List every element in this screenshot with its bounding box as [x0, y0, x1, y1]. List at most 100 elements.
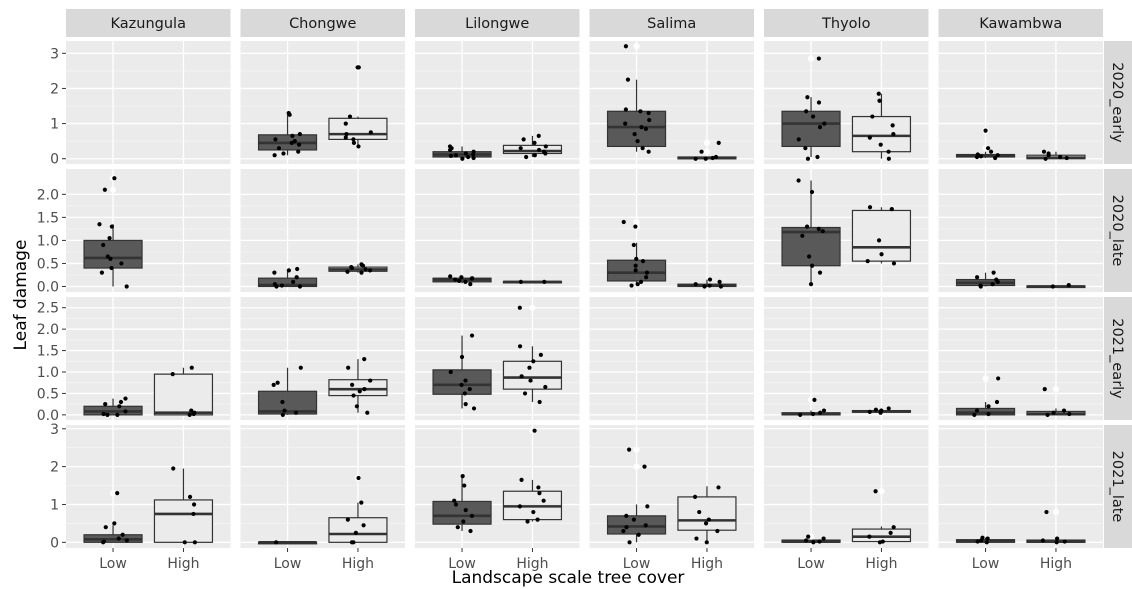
box-lilongwe-2021-late-high — [502, 427, 563, 524]
data-point — [535, 517, 540, 522]
data-point — [707, 283, 712, 288]
box-thyolo-2021-late-high — [851, 488, 912, 545]
outlier-point — [807, 55, 815, 62]
outlier-point — [807, 396, 815, 404]
data-point — [536, 133, 541, 138]
x-tick-label-low: Low — [274, 556, 302, 572]
outlier-point — [633, 463, 640, 470]
data-point — [101, 242, 106, 248]
strip-salima — [589, 9, 754, 37]
data-point — [368, 130, 373, 135]
data-point — [865, 259, 870, 264]
data-point — [817, 539, 822, 544]
data-point — [623, 121, 628, 126]
outlier-point — [633, 43, 640, 50]
data-point — [635, 282, 640, 287]
data-point — [633, 224, 638, 229]
data-point — [527, 365, 532, 370]
box-thyolo-2020-late-low — [781, 178, 841, 287]
data-point — [280, 399, 285, 405]
data-point — [123, 396, 128, 401]
data-point — [870, 114, 875, 119]
data-point — [1055, 536, 1060, 541]
data-point — [1054, 540, 1059, 545]
data-point — [189, 408, 194, 413]
box-iqr — [432, 500, 492, 525]
data-point — [624, 525, 629, 530]
panel-chongwe-2020-late — [240, 169, 405, 292]
data-point — [643, 126, 648, 131]
data-point — [873, 407, 879, 412]
data-point — [521, 137, 526, 142]
data-point — [647, 117, 652, 123]
data-point — [356, 144, 361, 149]
data-point — [361, 523, 366, 528]
data-point — [645, 504, 650, 509]
data-point — [275, 380, 280, 385]
y-tick-label: 2.0 — [37, 187, 59, 203]
data-point — [271, 382, 276, 387]
data-point — [627, 540, 632, 545]
data-point — [816, 226, 821, 231]
data-point — [643, 523, 648, 528]
data-point — [362, 387, 367, 392]
data-point — [455, 525, 460, 530]
data-point — [703, 521, 709, 526]
data-point — [471, 406, 477, 411]
data-point — [109, 224, 114, 229]
outlier-point — [1052, 385, 1060, 393]
data-point — [463, 378, 468, 383]
data-point — [293, 410, 299, 415]
data-point — [1067, 411, 1072, 417]
data-point — [459, 382, 464, 387]
data-point — [646, 110, 651, 116]
box-chongwe-2020-late-low — [257, 266, 318, 289]
data-point — [706, 517, 711, 522]
data-point — [353, 530, 358, 535]
box-iqr — [83, 239, 143, 269]
strip-label-2020-early: 2020_early — [1109, 62, 1125, 143]
panel-background — [938, 297, 1103, 420]
data-point — [699, 149, 704, 154]
data-point — [272, 153, 277, 158]
data-point — [886, 156, 891, 161]
data-point — [192, 410, 197, 415]
data-point — [101, 539, 106, 544]
data-point — [543, 384, 548, 390]
data-point — [638, 109, 643, 114]
box-kazungula-2020-late-low — [83, 175, 143, 289]
data-point — [978, 283, 983, 288]
data-point — [807, 254, 812, 259]
data-point — [991, 270, 996, 275]
panel-lilongwe-2020-early — [415, 41, 580, 164]
data-point — [805, 156, 811, 161]
data-point — [703, 156, 708, 161]
strip-label-lilongwe: Lilongwe — [465, 16, 529, 32]
data-point — [187, 494, 193, 500]
data-point — [1058, 154, 1063, 160]
data-point — [532, 428, 537, 433]
data-point — [463, 508, 468, 513]
box-kawambwa-2020-early-high — [1026, 149, 1086, 161]
box-salima-2020-early-low — [606, 43, 667, 154]
data-point — [804, 224, 810, 229]
data-point — [273, 137, 278, 142]
data-point — [879, 252, 884, 257]
data-point — [812, 397, 817, 402]
data-point — [469, 513, 475, 518]
data-point — [457, 278, 462, 284]
data-point — [470, 276, 475, 281]
data-point — [536, 485, 541, 490]
data-point — [453, 502, 459, 507]
data-point — [116, 536, 121, 541]
data-point — [531, 359, 536, 364]
panel-salima-2020-late — [589, 169, 754, 292]
data-point — [112, 521, 117, 526]
data-point — [525, 519, 530, 524]
data-point — [350, 382, 355, 387]
data-point — [112, 176, 117, 181]
data-point — [279, 283, 284, 288]
data-point — [811, 540, 816, 545]
data-point — [816, 100, 822, 105]
outlier-point — [1052, 508, 1060, 516]
